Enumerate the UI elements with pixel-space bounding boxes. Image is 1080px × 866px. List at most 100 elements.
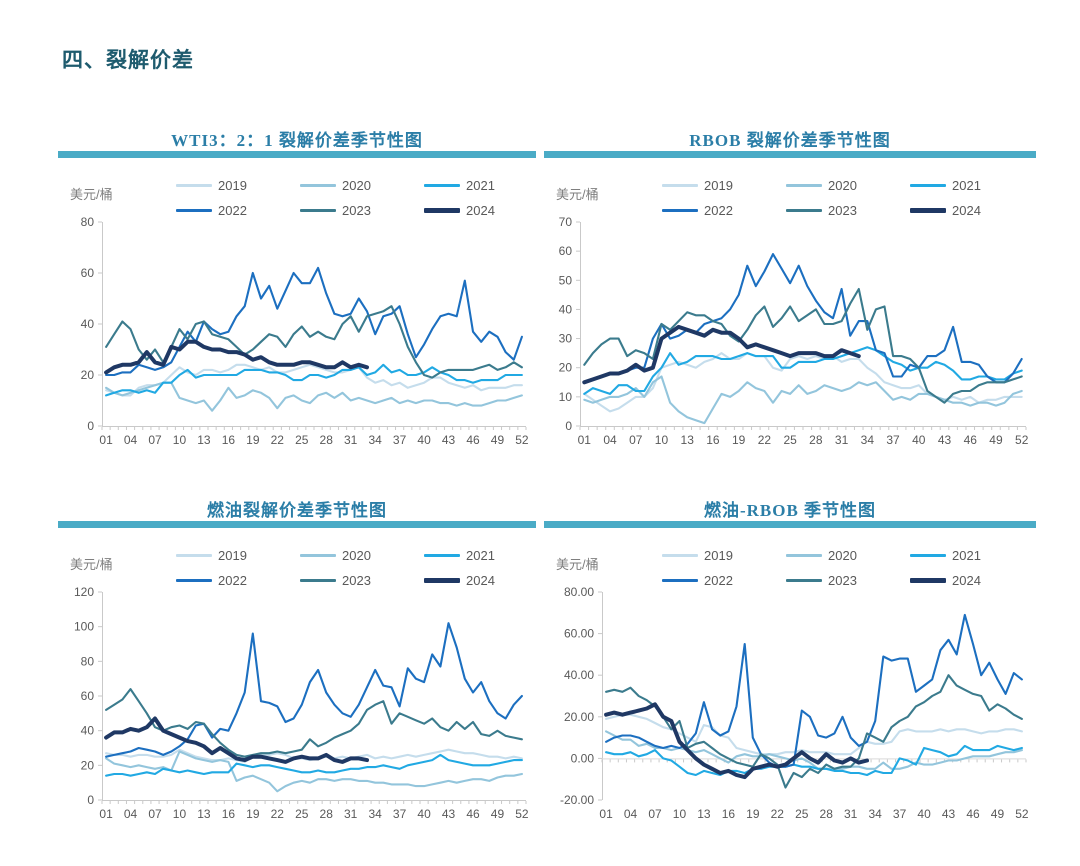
svg-text:34: 34 bbox=[368, 433, 382, 447]
svg-text:37: 37 bbox=[393, 433, 407, 447]
series-line-2024 bbox=[604, 702, 869, 780]
legend-label: 2024 bbox=[466, 573, 495, 588]
legend-item-2022: 2022 bbox=[662, 203, 786, 218]
y-axis-unit-label: 美元/桶 bbox=[556, 557, 599, 572]
legend-line-swatch bbox=[662, 209, 698, 212]
svg-text:28: 28 bbox=[320, 807, 334, 821]
svg-text:40: 40 bbox=[917, 807, 931, 821]
svg-text:20: 20 bbox=[81, 368, 95, 382]
svg-text:16: 16 bbox=[722, 807, 736, 821]
svg-text:0: 0 bbox=[87, 793, 94, 807]
svg-text:0.00: 0.00 bbox=[571, 751, 595, 765]
chart-body: 美元/桶 2019 2020 2021 2022 2023 2024 -20.00 0.00… bbox=[544, 528, 1036, 844]
svg-text:49: 49 bbox=[491, 433, 505, 447]
svg-text:34: 34 bbox=[368, 807, 382, 821]
section-heading: 四、裂解价差 bbox=[62, 48, 194, 72]
legend-item-2020: 2020 bbox=[786, 178, 910, 193]
svg-text:43: 43 bbox=[942, 807, 956, 821]
legend-item-2021: 2021 bbox=[424, 548, 548, 563]
svg-text:10: 10 bbox=[173, 807, 187, 821]
legend-label: 2020 bbox=[828, 178, 857, 193]
legend-item-2019: 2019 bbox=[662, 178, 786, 193]
series-line-2021 bbox=[583, 346, 1023, 395]
svg-text:20: 20 bbox=[81, 758, 95, 772]
legend-item-2019: 2019 bbox=[662, 548, 786, 563]
chart-body: 美元/桶 2019 2020 2021 2022 2023 2024 0 20 40 60 80 0… bbox=[58, 158, 536, 460]
legend-line-swatch bbox=[176, 209, 212, 212]
series-line-2023 bbox=[583, 287, 1023, 404]
svg-text:04: 04 bbox=[124, 807, 138, 821]
y-axis-unit-label: 美元/桶 bbox=[556, 187, 599, 202]
legend-line-swatch bbox=[300, 579, 336, 582]
svg-text:37: 37 bbox=[893, 807, 907, 821]
svg-text:10: 10 bbox=[655, 433, 669, 447]
chart-svg: -20.00 0.00 20.00 40.00 60.00 80.00 01 04 07 10 13… bbox=[560, 585, 1029, 821]
legend-label: 2020 bbox=[342, 178, 371, 193]
legend-item-2019: 2019 bbox=[176, 178, 300, 193]
legend-label: 2023 bbox=[828, 573, 857, 588]
svg-text:13: 13 bbox=[697, 807, 711, 821]
legend-label: 2021 bbox=[466, 178, 495, 193]
svg-text:28: 28 bbox=[809, 433, 823, 447]
legend-line-swatch bbox=[910, 578, 946, 583]
svg-text:40: 40 bbox=[81, 724, 95, 738]
series-line-2024 bbox=[582, 324, 861, 385]
chart-body: 美元/桶 2019 2020 2021 2022 2023 2024 0 20 40 60 80 1… bbox=[58, 528, 536, 844]
svg-text:37: 37 bbox=[886, 433, 900, 447]
chart-wti-crack-spread: WTI3：2：1 裂解价差季节性图 美元/桶 2019 2020 2021 2022 2… bbox=[58, 126, 536, 460]
svg-text:34: 34 bbox=[868, 807, 882, 821]
legend-item-2019: 2019 bbox=[176, 548, 300, 563]
chart-legend: 2019 2020 2021 2022 2023 2024 bbox=[662, 178, 1034, 218]
svg-text:40: 40 bbox=[912, 433, 926, 447]
svg-text:13: 13 bbox=[197, 433, 211, 447]
svg-text:60: 60 bbox=[559, 244, 573, 258]
svg-text:0: 0 bbox=[565, 419, 572, 433]
legend-line-swatch bbox=[176, 579, 212, 582]
svg-text:07: 07 bbox=[148, 433, 162, 447]
svg-text:16: 16 bbox=[222, 807, 236, 821]
series-line-2023 bbox=[605, 674, 1023, 789]
legend-item-2022: 2022 bbox=[176, 573, 300, 588]
svg-text:40: 40 bbox=[417, 807, 431, 821]
svg-text:40: 40 bbox=[417, 433, 431, 447]
svg-text:60.00: 60.00 bbox=[564, 627, 594, 641]
title-underline bbox=[544, 521, 1036, 528]
plot-area: -20.00 0.00 20.00 40.00 60.00 80.00 01 04 07 10 13… bbox=[544, 584, 1036, 849]
legend-item-2024: 2024 bbox=[910, 203, 1034, 218]
title-underline bbox=[58, 151, 536, 158]
series-line-2020 bbox=[583, 375, 1023, 425]
legend-line-swatch bbox=[786, 184, 822, 187]
legend-label: 2021 bbox=[952, 178, 981, 193]
svg-text:49: 49 bbox=[989, 433, 1003, 447]
svg-text:25: 25 bbox=[295, 807, 309, 821]
svg-text:25: 25 bbox=[295, 433, 309, 447]
legend-label: 2019 bbox=[704, 178, 733, 193]
svg-text:10: 10 bbox=[673, 807, 687, 821]
chart-legend: 2019 2020 2021 2022 2023 2024 bbox=[176, 548, 548, 588]
legend-label: 2024 bbox=[466, 203, 495, 218]
legend-line-swatch bbox=[176, 554, 212, 557]
legend-item-2022: 2022 bbox=[176, 203, 300, 218]
legend-label: 2021 bbox=[952, 548, 981, 563]
title-underline bbox=[544, 151, 1036, 158]
legend-item-2023: 2023 bbox=[300, 573, 424, 588]
svg-text:52: 52 bbox=[1015, 433, 1029, 447]
svg-text:40.00: 40.00 bbox=[564, 668, 594, 682]
legend-label: 2020 bbox=[342, 548, 371, 563]
svg-text:20: 20 bbox=[559, 361, 573, 375]
chart-title: 燃油-RBOB 季节性图 bbox=[703, 501, 877, 520]
legend-label: 2019 bbox=[218, 548, 247, 563]
chart-svg: 0 20 40 60 80 100 120 01 04 07 10 13 16 19 22 25 28 31 34 3… bbox=[74, 585, 529, 821]
legend-label: 2024 bbox=[952, 203, 981, 218]
legend-line-swatch bbox=[424, 578, 460, 583]
series-line-2022 bbox=[105, 622, 523, 758]
svg-text:60: 60 bbox=[81, 266, 95, 280]
legend-item-2020: 2020 bbox=[786, 548, 910, 563]
svg-text:46: 46 bbox=[466, 807, 480, 821]
series-line-2021 bbox=[105, 363, 523, 397]
legend-line-swatch bbox=[176, 184, 212, 187]
svg-text:46: 46 bbox=[964, 433, 978, 447]
svg-text:28: 28 bbox=[820, 807, 834, 821]
legend-line-swatch bbox=[910, 554, 946, 557]
